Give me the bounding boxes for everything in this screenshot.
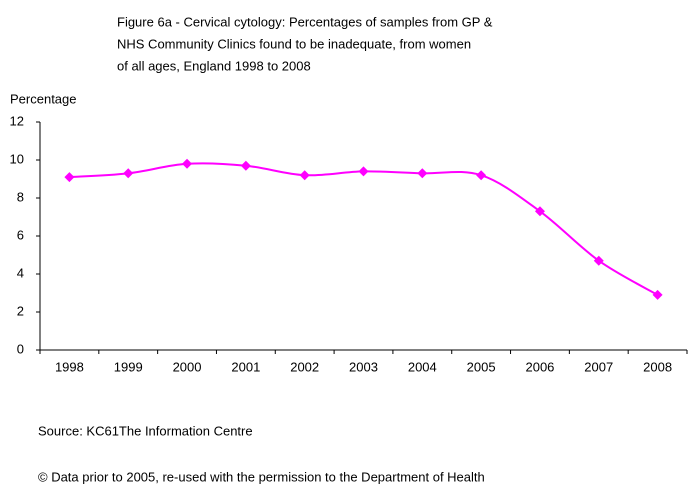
marker bbox=[593, 255, 604, 266]
note: © Data prior to 2005, re-used with the p… bbox=[38, 469, 485, 484]
y-axis-label: Percentage bbox=[10, 91, 77, 106]
y-tick-label: 2 bbox=[17, 303, 24, 318]
x-tick-label: 2001 bbox=[231, 359, 260, 374]
marker bbox=[652, 289, 663, 300]
y-tick-label: 8 bbox=[17, 189, 24, 204]
marker bbox=[182, 158, 193, 169]
x-tick-label: 2004 bbox=[408, 359, 437, 374]
x-tick-label: 2000 bbox=[173, 359, 202, 374]
marker bbox=[417, 168, 428, 179]
y-tick-label: 6 bbox=[17, 227, 24, 242]
y-tick-label: 10 bbox=[10, 151, 24, 166]
marker bbox=[64, 172, 75, 183]
marker bbox=[476, 170, 487, 181]
marker bbox=[123, 168, 134, 179]
chart-title: Figure 6a - Cervical cytology: Percentag… bbox=[117, 14, 493, 29]
x-tick-label: 2002 bbox=[290, 359, 319, 374]
x-tick-label: 2007 bbox=[584, 359, 613, 374]
x-tick-label: 2008 bbox=[643, 359, 672, 374]
y-tick-label: 0 bbox=[17, 341, 24, 356]
y-tick-label: 4 bbox=[17, 265, 24, 280]
x-tick-label: 2006 bbox=[525, 359, 554, 374]
x-tick-label: 2003 bbox=[349, 359, 378, 374]
chart-title: NHS Community Clinics found to be inadeq… bbox=[117, 36, 471, 51]
source: Source: KC61The Information Centre bbox=[38, 423, 253, 438]
marker bbox=[358, 166, 369, 177]
marker bbox=[240, 160, 251, 171]
marker bbox=[534, 206, 545, 217]
x-tick-label: 1998 bbox=[55, 359, 84, 374]
chart-title: of all ages, England 1998 to 2008 bbox=[117, 58, 311, 73]
x-tick-label: 1999 bbox=[114, 359, 143, 374]
y-tick-label: 12 bbox=[10, 113, 24, 128]
line bbox=[69, 162, 659, 296]
marker bbox=[299, 170, 310, 181]
x-tick-label: 2005 bbox=[467, 359, 496, 374]
